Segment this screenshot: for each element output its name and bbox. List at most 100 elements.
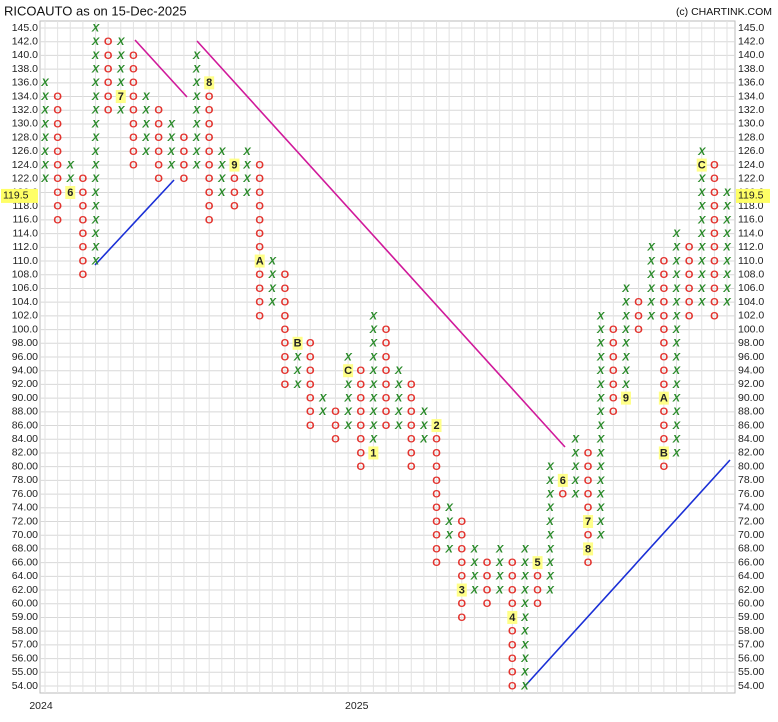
box: O xyxy=(180,173,189,185)
box: X xyxy=(268,283,277,295)
y-tick-label: 78.00 xyxy=(738,474,764,486)
box: X xyxy=(394,406,403,418)
box: X xyxy=(268,297,277,309)
box: O xyxy=(331,406,340,418)
box: X xyxy=(369,324,378,336)
box: X xyxy=(672,420,681,432)
y-tick-label: 88.00 xyxy=(12,406,38,418)
box: X xyxy=(722,201,731,213)
chart-title: RICOAUTO as on 15-Dec-2025 xyxy=(4,3,187,18)
box: O xyxy=(129,50,138,62)
box: O xyxy=(281,283,290,295)
box: O xyxy=(382,379,391,391)
box: O xyxy=(255,283,264,295)
month-marker-label: 6 xyxy=(560,475,566,487)
box: O xyxy=(79,228,88,240)
y-tick-label: 106.0 xyxy=(12,282,38,294)
box: X xyxy=(571,434,580,446)
box: X xyxy=(596,324,605,336)
box: X xyxy=(495,557,504,569)
box: O xyxy=(432,488,441,500)
box: O xyxy=(533,598,542,610)
box: O xyxy=(180,159,189,171)
box: O xyxy=(79,201,88,213)
box: O xyxy=(53,201,62,213)
box: O xyxy=(331,420,340,432)
y-tick-label: 90.00 xyxy=(12,392,38,404)
y-tick-label: 132.0 xyxy=(12,104,38,116)
box: X xyxy=(343,406,352,418)
month-marker xyxy=(456,583,467,597)
y-tick-label: 74.00 xyxy=(738,502,764,514)
box: O xyxy=(205,118,214,130)
box: O xyxy=(407,420,416,432)
box: O xyxy=(660,269,669,281)
y-tick-label: 104.0 xyxy=(12,296,38,308)
month-marker xyxy=(507,610,518,624)
box: O xyxy=(281,379,290,391)
box: X xyxy=(520,584,529,596)
box: O xyxy=(508,584,517,596)
y-tick-label: 122.0 xyxy=(738,173,764,185)
box: X xyxy=(672,297,681,309)
box: X xyxy=(647,283,656,295)
box: O xyxy=(129,105,138,117)
box: O xyxy=(104,50,113,62)
box: O xyxy=(306,379,315,391)
box: X xyxy=(596,310,605,322)
box: O xyxy=(609,406,618,418)
box: X xyxy=(546,543,555,555)
box: X xyxy=(647,310,656,322)
box: O xyxy=(154,159,163,171)
box: O xyxy=(205,173,214,185)
box: O xyxy=(79,255,88,267)
grid xyxy=(40,21,735,693)
box: X xyxy=(116,36,125,48)
box: O xyxy=(609,365,618,377)
box: O xyxy=(356,447,365,459)
box: X xyxy=(520,543,529,555)
y-tick-label: 134.0 xyxy=(738,90,764,102)
y-tick-label: 112.0 xyxy=(738,241,764,253)
y-tick-label: 66.00 xyxy=(738,556,764,568)
y-tick-label: 70.00 xyxy=(12,529,38,541)
box: X xyxy=(192,77,201,89)
box: O xyxy=(508,680,517,692)
box: X xyxy=(697,173,706,185)
box: X xyxy=(697,297,706,309)
box: O xyxy=(660,338,669,350)
box: O xyxy=(660,379,669,391)
box: O xyxy=(382,351,391,363)
y-tick-label: 136.0 xyxy=(738,77,764,89)
box: X xyxy=(596,420,605,432)
box: X xyxy=(369,310,378,322)
box: O xyxy=(129,64,138,76)
y-tick-label: 114.0 xyxy=(738,227,764,239)
box: O xyxy=(356,420,365,432)
box: X xyxy=(66,173,75,185)
month-marker-label: 1 xyxy=(370,447,376,459)
box: X xyxy=(369,351,378,363)
box: O xyxy=(129,146,138,158)
box: O xyxy=(255,201,264,213)
box: X xyxy=(672,447,681,459)
month-marker-label: 3 xyxy=(459,584,465,596)
box: X xyxy=(343,393,352,405)
box: X xyxy=(647,242,656,254)
box: X xyxy=(672,338,681,350)
x-tick-label: 2024 xyxy=(29,700,53,712)
y-tick-label: 86.00 xyxy=(12,419,38,431)
box: O xyxy=(382,406,391,418)
box: X xyxy=(722,283,731,295)
box: O xyxy=(205,159,214,171)
y-tick-label: 96.00 xyxy=(12,351,38,363)
box: O xyxy=(255,173,264,185)
box: X xyxy=(596,461,605,473)
box: X xyxy=(444,502,453,514)
box: X xyxy=(192,132,201,144)
box: O xyxy=(432,461,441,473)
box: O xyxy=(230,187,239,199)
y-tick-label: 126.0 xyxy=(738,145,764,157)
month-marker-label: A xyxy=(256,255,264,267)
box: X xyxy=(697,255,706,267)
